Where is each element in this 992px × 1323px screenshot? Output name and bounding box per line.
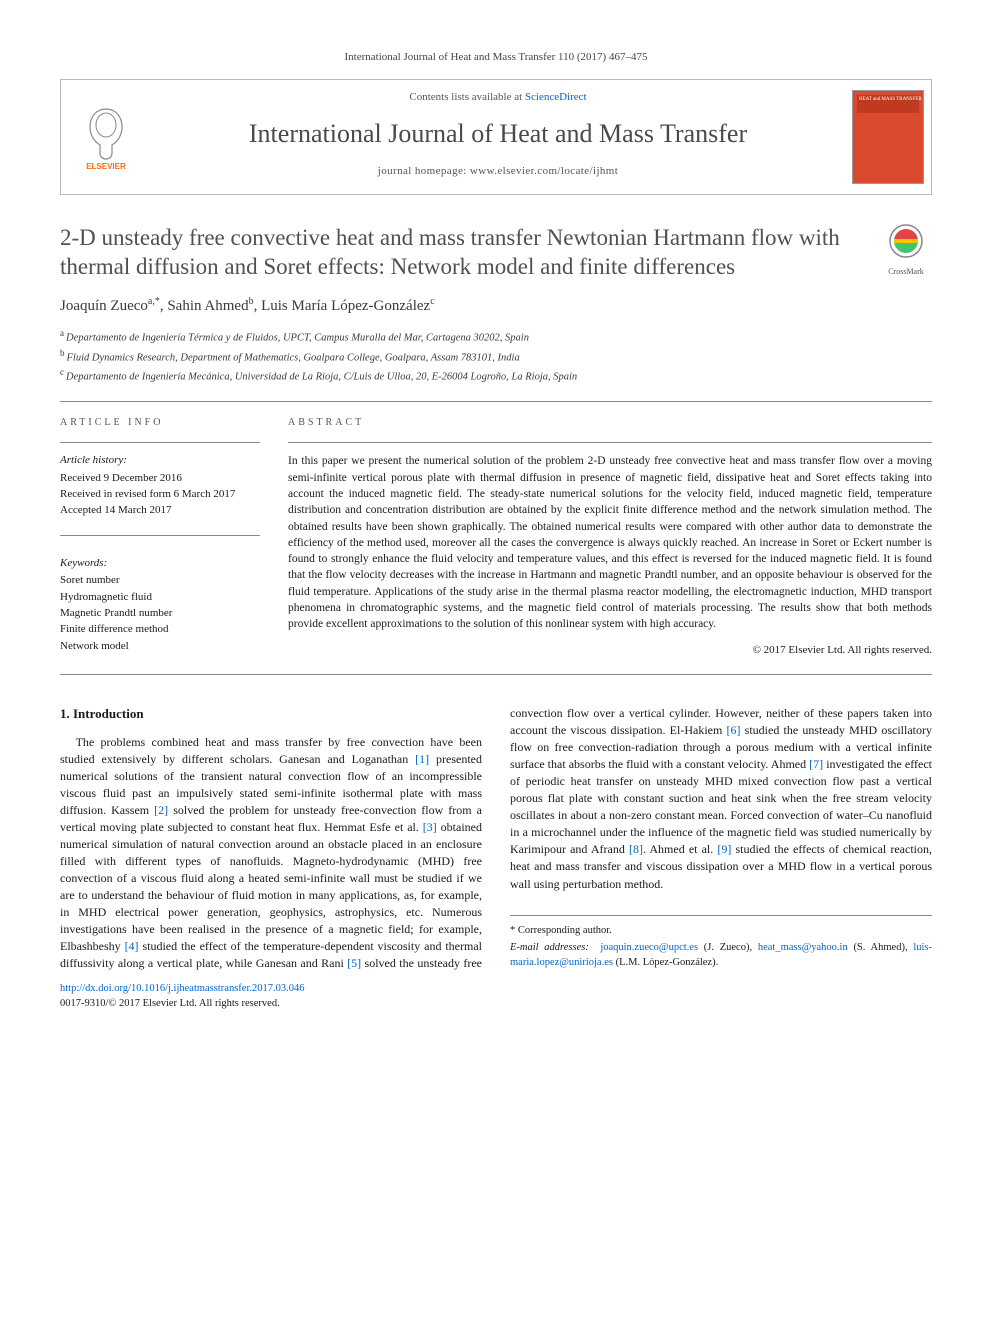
cite-7[interactable]: [7] — [809, 757, 823, 771]
history-item: Received in revised form 6 March 2017 — [60, 487, 260, 502]
cite-1[interactable]: [1] — [415, 752, 429, 766]
journal-cover-thumb: HEAT and MASS TRANSFER — [845, 80, 931, 193]
article-title: 2-D unsteady free convective heat and ma… — [60, 223, 864, 282]
history-item: Received 9 December 2016 — [60, 471, 260, 486]
history-item: Accepted 14 March 2017 — [60, 503, 260, 518]
section-heading-intro: 1. Introduction — [60, 705, 482, 723]
svg-text:ELSEVIER: ELSEVIER — [86, 162, 126, 171]
journal-homepage: journal homepage: www.elsevier.com/locat… — [159, 164, 837, 179]
history-label: Article history: — [60, 453, 260, 468]
crossmark-badge[interactable]: CrossMark — [880, 223, 932, 277]
affiliations: aDepartamento de Ingeniería Térmica y de… — [60, 327, 932, 385]
keyword-item: Network model — [60, 639, 260, 654]
crossmark-label: CrossMark — [880, 266, 932, 277]
doi-line: http://dx.doi.org/10.1016/j.ijheatmasstr… — [60, 982, 932, 997]
cite-3[interactable]: [3] — [423, 820, 437, 834]
sciencedirect-link[interactable]: ScienceDirect — [525, 91, 587, 103]
keyword-item: Magnetic Prandtl number — [60, 606, 260, 621]
email-link-2[interactable]: heat_mass@yahoo.in — [758, 942, 848, 953]
contents-line: Contents lists available at ScienceDirec… — [159, 90, 837, 105]
issn-line: 0017-9310/© 2017 Elsevier Ltd. All right… — [60, 997, 932, 1012]
email-link-1[interactable]: joaquin.zueco@upct.es — [600, 942, 698, 953]
doi-link[interactable]: http://dx.doi.org/10.1016/j.ijheatmasstr… — [60, 983, 305, 994]
article-info-heading: ARTICLE INFO — [60, 416, 260, 430]
cite-8[interactable]: [8] — [629, 842, 643, 856]
elsevier-logo: ELSEVIER — [61, 80, 151, 193]
running-head: International Journal of Heat and Mass T… — [60, 50, 932, 65]
cite-6[interactable]: [6] — [727, 723, 741, 737]
keywords-label: Keywords: — [60, 556, 260, 571]
cite-5[interactable]: [5] — [347, 956, 361, 970]
cite-4[interactable]: [4] — [125, 939, 139, 953]
corresponding-author: * Corresponding author. — [510, 924, 932, 939]
journal-header: ELSEVIER Contents lists available at Sci… — [60, 79, 932, 194]
rule-bottom — [60, 674, 932, 675]
journal-name: International Journal of Heat and Mass T… — [159, 116, 837, 152]
keyword-item: Soret number — [60, 573, 260, 588]
cite-2[interactable]: [2] — [154, 803, 168, 817]
abstract-heading: ABSTRACT — [288, 416, 932, 430]
email-addresses: E-mail addresses: joaquin.zueco@upct.es … — [510, 941, 932, 970]
authors-line: Joaquín Zuecoa,*, Sahin Ahmedb, Luis Mar… — [60, 295, 932, 317]
cite-9[interactable]: [9] — [717, 842, 731, 856]
keyword-item: Hydromagnetic fluid — [60, 590, 260, 605]
keyword-item: Finite difference method — [60, 622, 260, 637]
footer-block: * Corresponding author. E-mail addresses… — [510, 915, 932, 971]
abstract-copyright: © 2017 Elsevier Ltd. All rights reserved… — [288, 643, 932, 658]
body-columns: 1. Introduction The problems combined he… — [60, 705, 932, 972]
abstract-text: In this paper we present the numerical s… — [288, 453, 932, 633]
